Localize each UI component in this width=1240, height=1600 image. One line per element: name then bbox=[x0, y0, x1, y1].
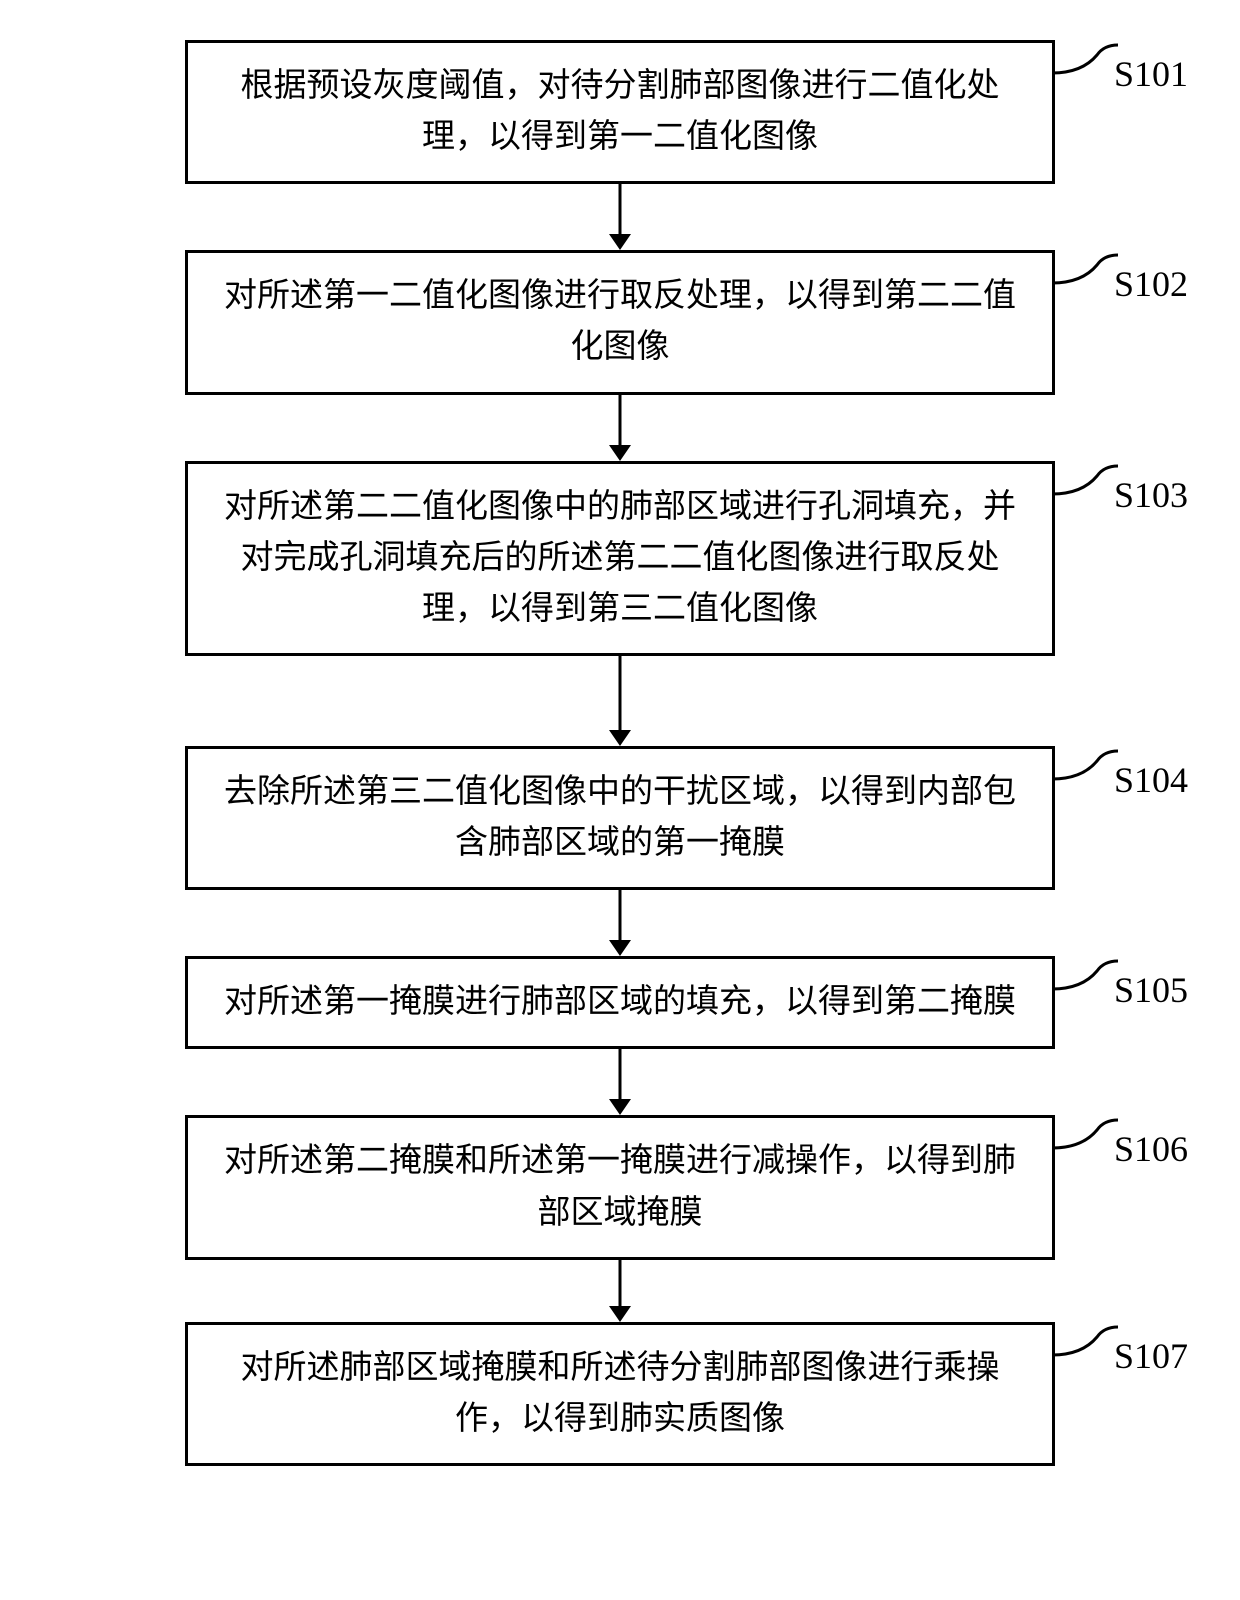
arrow-down bbox=[185, 1049, 1055, 1115]
step-label: S101 bbox=[1052, 43, 1188, 103]
step-box-s104: 去除所述第三二值化图像中的干扰区域，以得到内部包含肺部区域的第一掩膜 S104 bbox=[185, 746, 1055, 890]
step-text: 对所述第一掩膜进行肺部区域的填充，以得到第二掩膜 bbox=[224, 984, 1016, 1020]
step-label: S104 bbox=[1052, 749, 1188, 809]
step-label: S107 bbox=[1052, 1325, 1188, 1385]
arrow-down bbox=[185, 395, 1055, 461]
step-text: 对所述第二掩膜和所述第一掩膜进行减操作，以得到肺部区域掩膜 bbox=[224, 1143, 1016, 1230]
step-label: S102 bbox=[1052, 253, 1188, 313]
step-text: 对所述第一二值化图像进行取反处理，以得到第二二值化图像 bbox=[224, 278, 1016, 365]
flow-step: 根据预设灰度阈值，对待分割肺部图像进行二值化处理，以得到第一二值化图像 S101 bbox=[80, 40, 1160, 184]
step-box-s106: 对所述第二掩膜和所述第一掩膜进行减操作，以得到肺部区域掩膜 S106 bbox=[185, 1115, 1055, 1259]
step-text: 对所述肺部区域掩膜和所述待分割肺部图像进行乘操作，以得到肺实质图像 bbox=[241, 1350, 1000, 1437]
flow-step: 对所述第一二值化图像进行取反处理，以得到第二二值化图像 S102 bbox=[80, 250, 1160, 394]
arrow-down bbox=[185, 890, 1055, 956]
arrow-down bbox=[185, 184, 1055, 250]
step-box-s107: 对所述肺部区域掩膜和所述待分割肺部图像进行乘操作，以得到肺实质图像 S107 bbox=[185, 1322, 1055, 1466]
step-box-s102: 对所述第一二值化图像进行取反处理，以得到第二二值化图像 S102 bbox=[185, 250, 1055, 394]
step-label: S105 bbox=[1052, 959, 1188, 1019]
flow-step: 对所述第一掩膜进行肺部区域的填充，以得到第二掩膜 S105 bbox=[80, 956, 1160, 1049]
arrow-down bbox=[185, 1260, 1055, 1322]
flow-step: 去除所述第三二值化图像中的干扰区域，以得到内部包含肺部区域的第一掩膜 S104 bbox=[80, 746, 1160, 890]
step-box-s105: 对所述第一掩膜进行肺部区域的填充，以得到第二掩膜 S105 bbox=[185, 956, 1055, 1049]
flow-step: 对所述第二二值化图像中的肺部区域进行孔洞填充，并对完成孔洞填充后的所述第二二值化… bbox=[80, 461, 1160, 656]
flow-step: 对所述肺部区域掩膜和所述待分割肺部图像进行乘操作，以得到肺实质图像 S107 bbox=[80, 1322, 1160, 1466]
step-label: S106 bbox=[1052, 1118, 1188, 1178]
step-label: S103 bbox=[1052, 464, 1188, 524]
step-box-s103: 对所述第二二值化图像中的肺部区域进行孔洞填充，并对完成孔洞填充后的所述第二二值化… bbox=[185, 461, 1055, 656]
step-box-s101: 根据预设灰度阈值，对待分割肺部图像进行二值化处理，以得到第一二值化图像 S101 bbox=[185, 40, 1055, 184]
step-text: 对所述第二二值化图像中的肺部区域进行孔洞填充，并对完成孔洞填充后的所述第二二值化… bbox=[224, 489, 1016, 627]
step-text: 去除所述第三二值化图像中的干扰区域，以得到内部包含肺部区域的第一掩膜 bbox=[224, 774, 1016, 861]
step-text: 根据预设灰度阈值，对待分割肺部图像进行二值化处理，以得到第一二值化图像 bbox=[241, 68, 1000, 155]
flowchart-container: 根据预设灰度阈值，对待分割肺部图像进行二值化处理，以得到第一二值化图像 S101… bbox=[0, 0, 1240, 1600]
arrow-down bbox=[185, 656, 1055, 746]
flow-step: 对所述第二掩膜和所述第一掩膜进行减操作，以得到肺部区域掩膜 S106 bbox=[80, 1115, 1160, 1259]
